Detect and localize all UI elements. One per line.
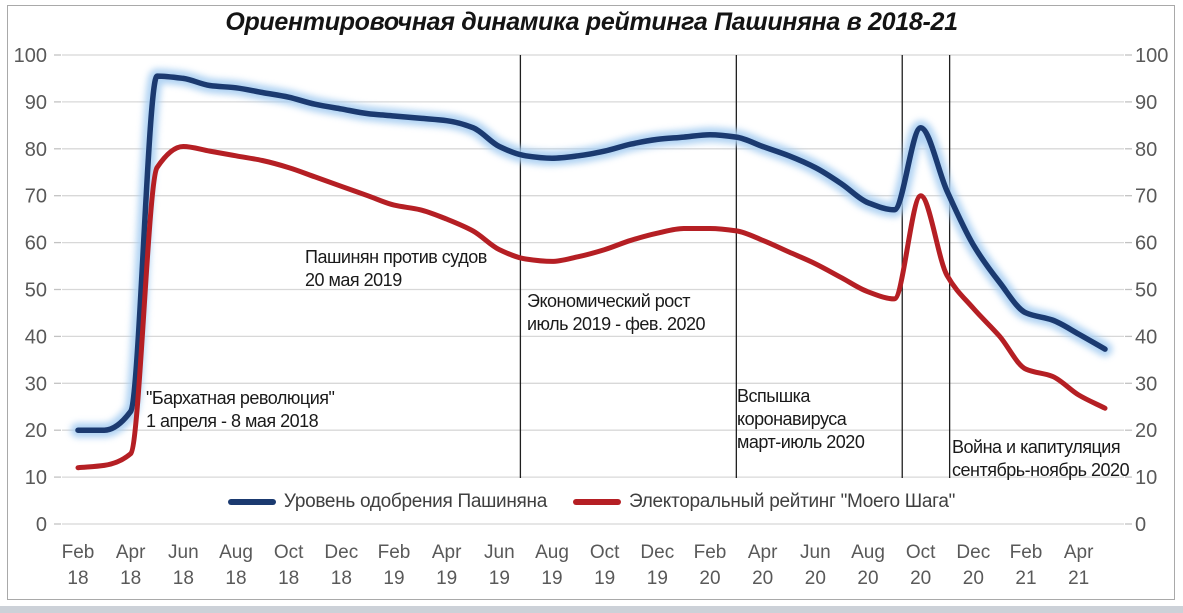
svg-text:Dec: Dec bbox=[324, 542, 358, 563]
svg-text:Feb: Feb bbox=[694, 542, 727, 563]
svg-text:18: 18 bbox=[278, 568, 299, 589]
svg-text:80: 80 bbox=[1135, 139, 1157, 161]
svg-text:80: 80 bbox=[25, 139, 47, 161]
svg-text:40: 40 bbox=[25, 326, 47, 348]
svg-text:70: 70 bbox=[25, 186, 47, 208]
svg-text:90: 90 bbox=[25, 92, 47, 114]
svg-text:20: 20 bbox=[25, 420, 47, 442]
svg-text:100: 100 bbox=[14, 45, 47, 67]
svg-text:19: 19 bbox=[594, 568, 615, 589]
svg-text:Jun: Jun bbox=[800, 542, 831, 563]
legend-item-approval: Уровень одобрения Пашиняна bbox=[227, 491, 547, 513]
legend-item-electoral: Электоральный рейтинг "Моего Шага" bbox=[573, 491, 955, 513]
svg-text:60: 60 bbox=[25, 233, 47, 255]
svg-text:Aug: Aug bbox=[219, 542, 253, 563]
event-marker-lines bbox=[519, 55, 951, 478]
svg-text:0: 0 bbox=[36, 514, 47, 536]
svg-text:20: 20 bbox=[752, 568, 773, 589]
svg-text:Dec: Dec bbox=[956, 542, 990, 563]
svg-text:Jun: Jun bbox=[484, 542, 515, 563]
svg-text:Feb: Feb bbox=[62, 542, 95, 563]
svg-text:21: 21 bbox=[1015, 568, 1036, 589]
svg-text:Jun: Jun bbox=[168, 542, 199, 563]
svg-text:20: 20 bbox=[805, 568, 826, 589]
svg-text:18: 18 bbox=[67, 568, 88, 589]
svg-text:Oct: Oct bbox=[274, 542, 304, 563]
svg-text:18: 18 bbox=[173, 568, 194, 589]
approval-line-swatch bbox=[227, 499, 276, 505]
bottom-window-edge bbox=[0, 606, 1183, 613]
svg-text:Apr: Apr bbox=[1064, 542, 1094, 563]
x-axis-labels: Feb 18 Apr 18 Jun 18 Aug 18 Oct 18 Dec 18 Feb 19 Apr 19… bbox=[62, 542, 1094, 589]
annotation-economic-growth: Экономический рост июль 2019 - фев. 2020 bbox=[527, 291, 706, 334]
y-axis-right-labels: 0 10 20 30 40 50 60 70 80 90 100 bbox=[1135, 45, 1168, 536]
approval-line bbox=[75, 73, 1108, 433]
svg-text:90: 90 bbox=[1135, 92, 1157, 114]
svg-text:Aug: Aug bbox=[535, 542, 569, 563]
svg-text:18: 18 bbox=[120, 568, 141, 589]
annotation-pashinyan-vs-courts: Пашинян против судов 20 мая 2019 bbox=[305, 247, 487, 290]
svg-text:10: 10 bbox=[1135, 467, 1157, 489]
svg-text:19: 19 bbox=[489, 568, 510, 589]
annotation-velvet-revolution: "Бархатная революция" 1 апреля - 8 мая 2… bbox=[146, 388, 335, 431]
svg-text:30: 30 bbox=[25, 373, 47, 395]
svg-text:50: 50 bbox=[25, 280, 47, 302]
annotation-coronavirus-outbreak: Вспышка коронавируса март-июль 2020 bbox=[737, 386, 865, 452]
svg-text:20: 20 bbox=[857, 568, 878, 589]
svg-text:Apr: Apr bbox=[748, 542, 778, 563]
annotation-war-capitulation: Война и капитуляция сентябрь-ноябрь 2020 bbox=[952, 437, 1130, 480]
svg-text:Aug: Aug bbox=[851, 542, 885, 563]
svg-text:40: 40 bbox=[1135, 326, 1157, 348]
svg-text:20: 20 bbox=[699, 568, 720, 589]
svg-text:18: 18 bbox=[225, 568, 246, 589]
svg-text:30: 30 bbox=[1135, 373, 1157, 395]
svg-text:50: 50 bbox=[1135, 280, 1157, 302]
legend: Уровень одобрения Пашиняна Электоральный… bbox=[0, 491, 1183, 513]
svg-text:20: 20 bbox=[963, 568, 984, 589]
svg-text:10: 10 bbox=[25, 467, 47, 489]
svg-text:19: 19 bbox=[541, 568, 562, 589]
svg-text:Feb: Feb bbox=[1010, 542, 1043, 563]
svg-text:20: 20 bbox=[1135, 420, 1157, 442]
legend-label-electoral: Электоральный рейтинг "Моего Шага" bbox=[629, 491, 956, 512]
svg-text:18: 18 bbox=[331, 568, 352, 589]
svg-text:Apr: Apr bbox=[116, 542, 146, 563]
svg-text:19: 19 bbox=[383, 568, 404, 589]
electoral-line bbox=[75, 144, 1108, 471]
svg-text:Oct: Oct bbox=[590, 542, 620, 563]
svg-text:Feb: Feb bbox=[378, 542, 411, 563]
svg-text:100: 100 bbox=[1135, 45, 1168, 67]
y-axis-left-labels: 0 10 20 30 40 50 60 70 80 90 100 bbox=[14, 45, 47, 536]
svg-text:20: 20 bbox=[910, 568, 931, 589]
y-tick-marks bbox=[54, 54, 1132, 525]
electoral-line-swatch bbox=[573, 499, 621, 505]
svg-text:0: 0 bbox=[1135, 514, 1146, 536]
svg-text:19: 19 bbox=[647, 568, 668, 589]
svg-text:Oct: Oct bbox=[906, 542, 936, 563]
svg-text:60: 60 bbox=[1135, 233, 1157, 255]
svg-text:19: 19 bbox=[436, 568, 457, 589]
svg-text:Apr: Apr bbox=[432, 542, 462, 563]
svg-text:70: 70 bbox=[1135, 186, 1157, 208]
svg-text:Dec: Dec bbox=[640, 542, 674, 563]
legend-label-approval: Уровень одобрения Пашиняна bbox=[283, 491, 547, 512]
chart-title: Ориентировочная динамика рейтинга Пашиня… bbox=[225, 8, 958, 36]
svg-text:21: 21 bbox=[1068, 568, 1089, 589]
